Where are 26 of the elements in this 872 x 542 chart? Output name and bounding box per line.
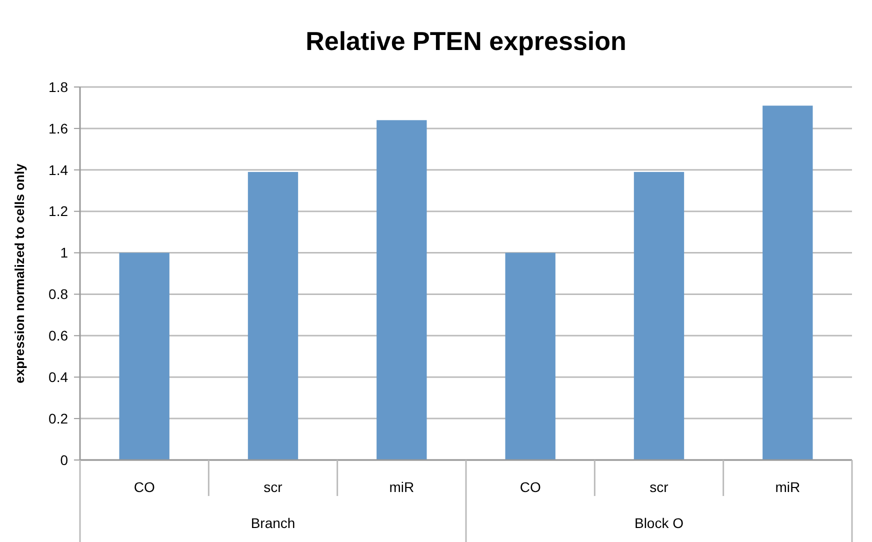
bar	[762, 106, 813, 460]
y-tick-label: 1	[60, 244, 68, 261]
y-tick-label: 0.2	[48, 410, 68, 426]
y-tick-label: 0.4	[48, 369, 68, 386]
x-tick-label: CO	[520, 479, 541, 495]
y-tick-label: 1.6	[48, 120, 68, 136]
x-tick-label: scr	[650, 479, 669, 495]
bar	[505, 252, 556, 460]
bar	[119, 252, 170, 460]
bar	[376, 120, 427, 460]
x-tick-label: miR	[775, 479, 800, 495]
y-tick-label: 1.8	[48, 78, 68, 95]
x-tick-label: miR	[389, 479, 414, 495]
y-tick-label: 0.8	[48, 286, 68, 302]
text: Branch	[250, 515, 296, 531]
bar	[634, 172, 684, 460]
y-tick-label: 1.2	[48, 203, 68, 220]
bar	[248, 172, 298, 460]
chart-title: Relative PTEN expression	[306, 26, 626, 56]
y-tick-label: 0	[60, 452, 68, 468]
y-tick-label: 1.4	[48, 162, 68, 178]
x-tick-label: CO	[134, 479, 155, 495]
y-tick-label: 0.6	[48, 328, 68, 344]
y-axis-title: expression normalized to cells only	[12, 162, 27, 384]
x-tick-label: scr	[264, 479, 283, 495]
text: Block O	[634, 515, 684, 531]
